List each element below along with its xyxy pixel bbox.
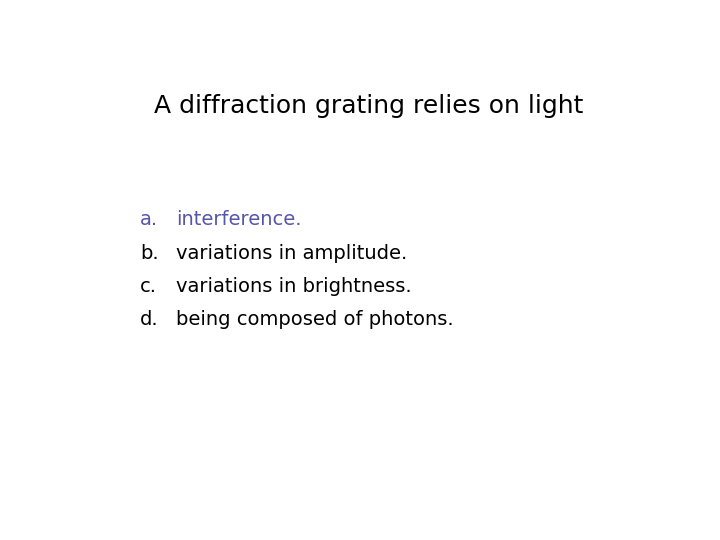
Text: b.: b. [140, 244, 159, 262]
Text: variations in brightness.: variations in brightness. [176, 277, 412, 296]
Text: c.: c. [140, 277, 157, 296]
Text: A diffraction grating relies on light: A diffraction grating relies on light [154, 94, 584, 118]
Text: being composed of photons.: being composed of photons. [176, 310, 454, 329]
Text: a.: a. [140, 210, 158, 230]
Text: interference.: interference. [176, 210, 302, 230]
Text: d.: d. [140, 310, 159, 329]
Text: variations in amplitude.: variations in amplitude. [176, 244, 408, 262]
